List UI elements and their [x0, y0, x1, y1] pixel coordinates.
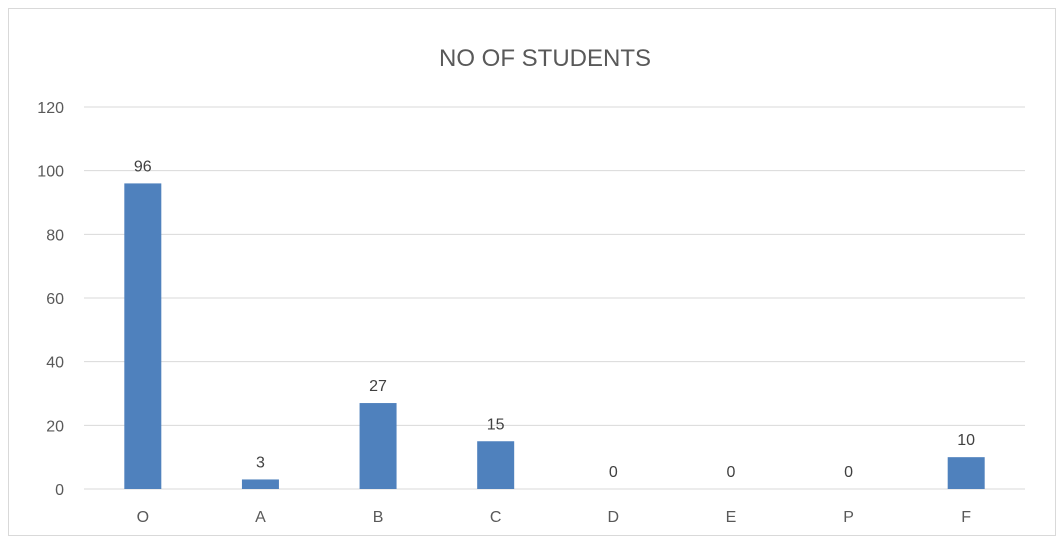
- x-tick-label-o: O: [137, 509, 149, 526]
- data-label-a: 3: [256, 454, 265, 471]
- x-tick-label-b: B: [373, 509, 384, 526]
- y-tick-label: 40: [46, 355, 64, 372]
- x-tick-label-c: C: [490, 509, 502, 526]
- x-tick-label-d: D: [608, 509, 620, 526]
- data-labels: 96 3 27 15 0 0 0 10: [134, 158, 975, 481]
- data-label-o: 96: [134, 158, 152, 175]
- bar-f: [947, 457, 985, 489]
- data-label-f: 10: [957, 432, 975, 449]
- bar-b: [359, 403, 397, 489]
- data-label-e: 0: [726, 464, 735, 481]
- gridlines: [84, 106, 1025, 490]
- bar-a: [241, 479, 279, 489]
- x-tick-label-a: A: [255, 509, 266, 526]
- y-axis-ticks: 0 20 40 60 80 100 120: [37, 100, 64, 499]
- data-label-c: 15: [487, 416, 505, 433]
- bar-o: [124, 183, 162, 489]
- x-tick-label-p: P: [843, 509, 854, 526]
- bars: [124, 183, 985, 489]
- data-label-p: 0: [844, 464, 853, 481]
- y-tick-label: 80: [46, 227, 64, 244]
- chart-frame: [8, 8, 1056, 536]
- y-tick-label: 0: [55, 482, 64, 499]
- chart-title: NO OF STUDENTS: [439, 45, 651, 72]
- data-label-d: 0: [609, 464, 618, 481]
- x-tick-label-f: F: [961, 509, 971, 526]
- y-tick-label: 100: [37, 164, 64, 181]
- y-tick-label: 20: [46, 418, 64, 435]
- y-tick-label: 120: [37, 100, 64, 117]
- data-label-b: 27: [369, 378, 387, 395]
- bar-c: [477, 441, 515, 489]
- y-tick-label: 60: [46, 291, 64, 308]
- x-tick-label-e: E: [726, 509, 737, 526]
